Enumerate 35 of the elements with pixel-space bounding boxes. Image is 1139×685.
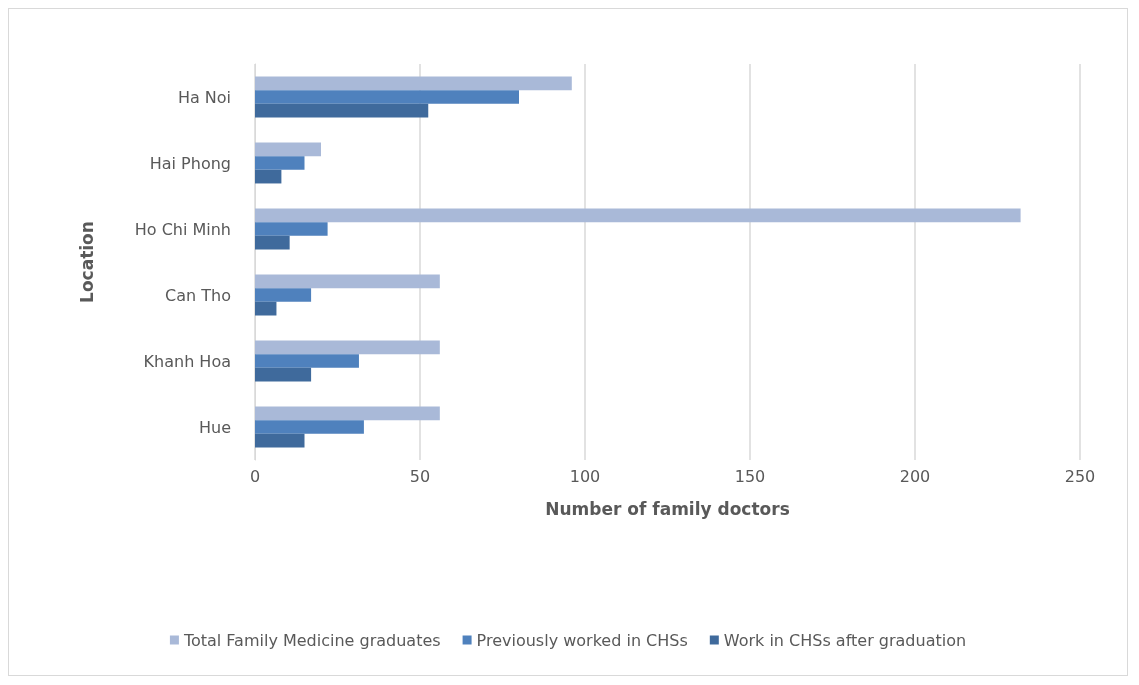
y-tick-label: Khanh Hoa	[143, 351, 231, 371]
bar	[255, 367, 312, 382]
bar	[255, 208, 1021, 223]
bar	[255, 354, 359, 368]
bar	[255, 103, 429, 118]
bar	[255, 235, 290, 250]
x-tick-label: 150	[734, 466, 766, 486]
x-tick-label: 250	[1064, 466, 1096, 486]
bar	[255, 90, 519, 104]
bar	[255, 142, 321, 157]
bar	[255, 301, 277, 316]
y-axis-title: Location	[76, 221, 97, 303]
y-tick-label: Hai Phong	[149, 153, 231, 173]
y-tick-label: Ho Chi Minh	[134, 219, 231, 239]
legend-label: Total Family Medicine graduates	[182, 630, 441, 650]
y-tick-label: Hue	[198, 417, 231, 437]
bar	[255, 340, 440, 355]
x-axis-title: Number of family doctors	[545, 498, 790, 519]
x-tick-label: 200	[899, 466, 931, 486]
legend-label: Work in CHSs after graduation	[723, 630, 967, 650]
bar	[255, 76, 572, 91]
y-tick-label: Ha Noi	[177, 87, 231, 107]
x-tick-label: 100	[569, 466, 601, 486]
bar	[255, 406, 440, 421]
bar	[255, 420, 364, 434]
bar	[255, 169, 282, 184]
bar	[255, 156, 305, 170]
bar	[255, 433, 305, 448]
x-tick-label: 50	[409, 466, 431, 486]
bar	[255, 222, 328, 236]
legend-label: Previously worked in CHSs	[476, 630, 688, 650]
bar	[255, 288, 312, 302]
x-tick-label: 0	[249, 466, 261, 486]
bar	[255, 274, 440, 289]
y-tick-label: Can Tho	[165, 285, 231, 305]
